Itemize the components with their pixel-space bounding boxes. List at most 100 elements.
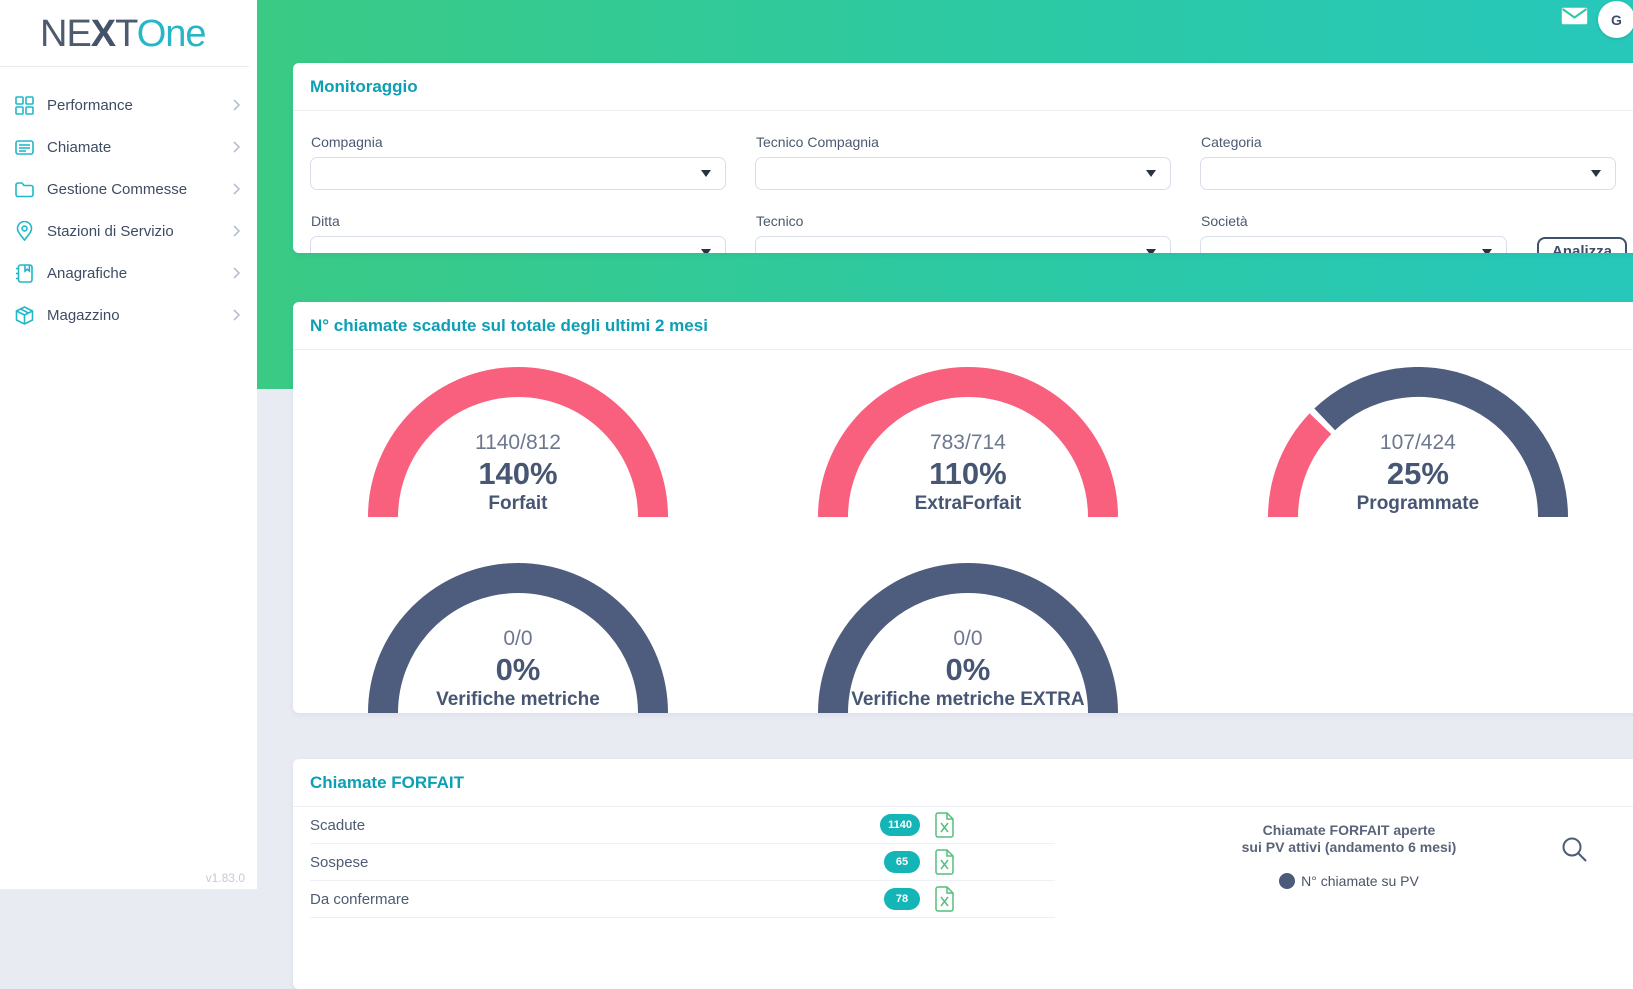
sidebar-divider: [0, 66, 249, 67]
monitoring-title: Monitoraggio: [310, 77, 418, 96]
gauge-grid: 1140/812 140% Forfait 783/714 110% Extra…: [293, 350, 1633, 713]
sidebar-item-stazioni-di-servizio[interactable]: Stazioni di Servizio: [0, 210, 257, 252]
chart-title-line2: sui PV attivi (andamento 6 mesi): [1241, 839, 1457, 855]
list-item-scadute: Scadute 1140: [310, 807, 1055, 844]
gauge-percent: 0%: [495, 652, 541, 687]
caret-down-icon: [701, 170, 711, 177]
address-book-icon: [16, 263, 33, 283]
avatar-initial: G: [1611, 11, 1622, 28]
societa-select[interactable]: [1200, 236, 1507, 253]
analizza-button[interactable]: Analizza: [1537, 237, 1628, 253]
row-label: Scadute: [310, 816, 366, 834]
chevron-right-icon: [233, 267, 241, 279]
expired-calls-title: N° chiamate scadute sul totale degli ult…: [310, 316, 708, 335]
mail-icon[interactable]: [1561, 7, 1588, 25]
gauge-fraction: 107/424: [1379, 431, 1456, 454]
gauge-fraction: 1140/812: [474, 431, 561, 454]
monitoring-panel: Monitoraggio Compagnia Tecnico Compagnia…: [293, 63, 1633, 253]
gauge-forfait: 1140/812 140% Forfait: [367, 367, 668, 517]
forfait-calls-panel: Chiamate FORFAIT Scadute 1140 Sospese 65: [293, 759, 1633, 989]
caret-down-icon: [701, 249, 711, 253]
gauge-label: Forfait: [488, 493, 548, 514]
monitoring-form: Compagnia Tecnico Compagnia Categoria Di…: [293, 111, 1633, 253]
gauge-arc: [367, 367, 668, 517]
forfait-chart-block: Chiamate FORFAIT aperte sui PV attivi (a…: [1055, 807, 1633, 918]
compagnia-label: Compagnia: [311, 134, 383, 150]
caret-down-icon: [1146, 249, 1156, 253]
chevron-right-icon: [233, 225, 241, 237]
magnifier-icon[interactable]: [1560, 835, 1588, 863]
expired-calls-panel-header: N° chiamate scadute sul totale degli ult…: [293, 302, 1633, 350]
app-logo: NEXTOne: [40, 13, 207, 55]
user-avatar[interactable]: G: [1598, 1, 1633, 38]
forfait-title: Chiamate FORFAIT: [310, 773, 464, 792]
sidebar-item-label: Gestione Commesse: [47, 180, 188, 198]
list-item-sospese: Sospese 65: [310, 844, 1055, 881]
tecnico-compagnia-select[interactable]: [755, 157, 1171, 190]
sidebar-item-label: Magazzino: [47, 306, 120, 324]
folder-icon: [15, 181, 34, 197]
monitoring-panel-header: Monitoraggio: [293, 63, 1633, 111]
gauge-fraction: 0/0: [503, 627, 533, 650]
forfait-list: Scadute 1140 Sospese 65 Da confermar: [293, 807, 1055, 918]
map-pin-icon: [16, 220, 33, 241]
chevron-right-icon: [233, 183, 241, 195]
gauge-arc: [817, 563, 1118, 713]
excel-export-icon[interactable]: [934, 812, 955, 838]
gauge-fraction: 783/714: [929, 431, 1006, 454]
caret-down-icon: [1591, 170, 1601, 177]
legend-dot: [1279, 873, 1296, 889]
gauge-verifiche-metriche-extra: 0/0 0% Verifiche metriche EXTRA: [817, 563, 1118, 713]
forfait-panel-header: Chiamate FORFAIT: [293, 759, 1633, 807]
gauge-percent: 140%: [478, 456, 558, 491]
sidebar-item-chiamate[interactable]: Chiamate: [0, 126, 257, 168]
tecnico-select[interactable]: [755, 236, 1171, 253]
count-badge: 1140: [880, 814, 920, 836]
categoria-select[interactable]: [1200, 157, 1616, 190]
gauge-arc: [817, 367, 1118, 517]
sidebar-item-label: Performance: [47, 96, 133, 114]
count-badge: 65: [884, 851, 920, 873]
chart-title: Chiamate FORFAIT aperte sui PV attivi (a…: [1129, 822, 1569, 856]
excel-export-icon[interactable]: [934, 886, 955, 912]
sidebar-item-performance[interactable]: Performance: [0, 84, 257, 126]
tecnico-compagnia-label: Tecnico Compagnia: [756, 134, 879, 150]
dashboard-icon: [15, 95, 34, 115]
gauge-percent: 110%: [929, 456, 1007, 491]
logo-text: NE: [40, 13, 92, 55]
sidebar-item-gestione-commesse[interactable]: Gestione Commesse: [0, 168, 257, 210]
gauge-verifiche-metriche: 0/0 0% Verifiche metriche: [367, 563, 668, 713]
count-badge: 78: [884, 888, 920, 910]
sidebar-item-label: Chiamate: [47, 138, 112, 156]
gauge-extraforfait: 783/714 110% ExtraForfait: [817, 367, 1118, 517]
gauge-label: ExtraForfait: [914, 493, 1022, 514]
sidebar-menu: Performance Chiamate Gestione Commesse S…: [0, 84, 257, 336]
compagnia-select[interactable]: [310, 157, 726, 190]
gauge-fraction: 0/0: [953, 627, 983, 650]
expired-calls-panel: N° chiamate scadute sul totale degli ult…: [293, 302, 1633, 713]
gauge-programmate: 107/424 25% Programmate: [1267, 367, 1568, 517]
sidebar: NEXTOne Performance Chiamate Gestione Co…: [0, 0, 257, 889]
chevron-right-icon: [233, 309, 241, 321]
gauge-label: Verifiche metriche: [436, 689, 600, 710]
legend-label: N° chiamate su PV: [1301, 873, 1419, 889]
sidebar-item-label: Stazioni di Servizio: [47, 222, 174, 240]
sidebar-item-label: Anagrafiche: [47, 264, 128, 282]
sidebar-item-magazzino[interactable]: Magazzino: [0, 294, 257, 336]
chevron-right-icon: [233, 99, 241, 111]
row-label: Da confermare: [310, 890, 410, 908]
ditta-label: Ditta: [311, 213, 340, 229]
row-label: Sospese: [310, 853, 369, 871]
ditta-select[interactable]: [310, 236, 726, 253]
chevron-right-icon: [233, 141, 241, 153]
sidebar-item-anagrafiche[interactable]: Anagrafiche: [0, 252, 257, 294]
gauge-label: Verifiche metriche EXTRA: [851, 689, 1085, 710]
app-version: v1.83.0: [205, 871, 245, 885]
caret-down-icon: [1482, 249, 1492, 253]
gauge-arc: [367, 563, 668, 713]
list-item-da-confermare: Da confermare 78: [310, 881, 1055, 918]
societa-label: Società: [1201, 213, 1248, 229]
gauge-arc: [1267, 367, 1568, 517]
calls-icon: [15, 139, 34, 155]
excel-export-icon[interactable]: [934, 849, 955, 875]
